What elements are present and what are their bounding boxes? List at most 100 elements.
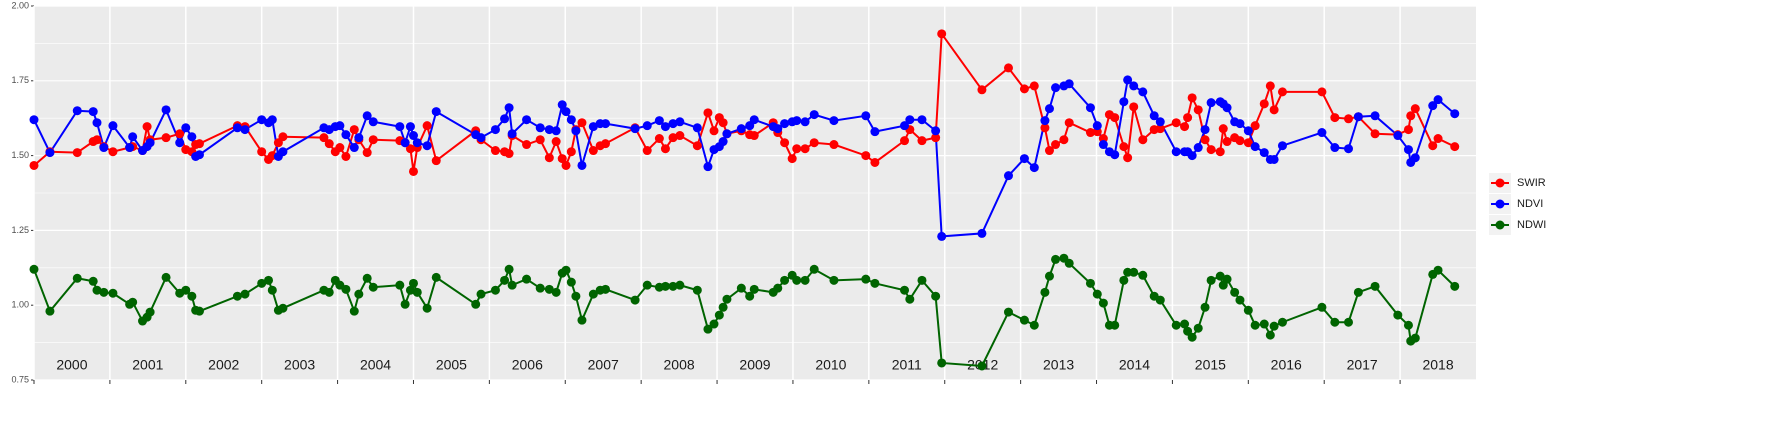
data-point <box>1183 113 1193 123</box>
data-point <box>660 281 670 291</box>
data-point <box>1119 275 1129 285</box>
data-point <box>654 134 664 144</box>
data-point <box>368 117 378 127</box>
data-point <box>1110 150 1120 160</box>
data-point <box>870 278 880 288</box>
data-point <box>1200 135 1210 145</box>
data-point <box>1187 93 1197 103</box>
data-point <box>72 148 82 158</box>
data-point <box>1277 87 1287 97</box>
data-point <box>937 29 947 39</box>
data-point <box>551 126 561 136</box>
data-point <box>45 148 55 158</box>
data-point <box>187 291 197 301</box>
y-tick-label: 0.75 <box>11 374 29 384</box>
data-point <box>1003 63 1013 73</box>
data-point <box>1410 333 1420 343</box>
data-point <box>642 146 652 156</box>
data-point <box>692 123 702 133</box>
data-point <box>749 284 759 294</box>
data-point <box>1250 121 1260 131</box>
data-point <box>408 166 418 176</box>
data-point <box>108 121 118 131</box>
data-point <box>368 282 378 292</box>
data-point <box>745 291 755 301</box>
data-point <box>1206 145 1216 155</box>
data-point <box>232 291 242 301</box>
data-point <box>1206 275 1216 285</box>
data-point <box>362 111 372 121</box>
data-point <box>175 129 185 139</box>
data-point <box>1250 320 1260 330</box>
data-point <box>1138 135 1148 145</box>
data-point <box>1149 111 1159 121</box>
data-point <box>718 137 728 147</box>
data-point <box>905 294 915 304</box>
data-point <box>161 272 171 282</box>
data-point <box>773 283 783 293</box>
data-point <box>1343 317 1353 327</box>
x-tick-label: 2015 <box>1195 357 1226 373</box>
data-point <box>577 315 587 325</box>
data-point <box>1171 320 1181 330</box>
data-point <box>522 140 532 150</box>
data-point <box>977 228 987 238</box>
data-point <box>422 121 432 131</box>
data-point <box>1330 317 1340 327</box>
y-tick-label: 1.75 <box>11 75 29 85</box>
data-point <box>341 284 351 294</box>
data-point <box>829 140 839 150</box>
x-tick-label: 2016 <box>1271 357 1302 373</box>
data-point <box>917 275 927 285</box>
data-point <box>1064 79 1074 89</box>
data-point <box>1155 295 1165 305</box>
data-point <box>1269 154 1279 164</box>
data-point <box>931 133 941 143</box>
data-point <box>1406 111 1416 121</box>
data-point <box>1029 163 1039 173</box>
data-point <box>349 306 359 316</box>
data-point <box>1230 287 1240 297</box>
data-point <box>1433 265 1443 275</box>
data-point <box>709 319 719 329</box>
data-point <box>1051 140 1061 150</box>
data-point <box>341 151 351 161</box>
data-point <box>1110 113 1120 123</box>
data-point <box>354 133 364 143</box>
data-point <box>99 143 109 153</box>
data-point <box>1129 102 1139 112</box>
data-point <box>1433 95 1443 105</box>
data-point <box>88 107 98 117</box>
data-point <box>1003 171 1013 181</box>
data-point <box>630 295 640 305</box>
legend-label: SWIR <box>1517 177 1546 189</box>
data-point <box>660 144 670 154</box>
data-point <box>1330 113 1340 123</box>
data-point <box>405 122 415 132</box>
data-point <box>551 287 561 297</box>
data-point <box>92 135 102 145</box>
data-point <box>1029 81 1039 91</box>
data-point <box>535 123 545 133</box>
data-point <box>642 280 652 290</box>
data-point <box>1393 131 1403 141</box>
data-point <box>504 264 514 274</box>
data-point <box>937 231 947 241</box>
data-point <box>1180 122 1190 132</box>
data-point <box>1353 287 1363 297</box>
data-point <box>1428 101 1438 111</box>
data-point <box>571 291 581 301</box>
data-point <box>422 141 432 151</box>
data-point <box>900 136 910 146</box>
data-point <box>931 291 941 301</box>
data-point <box>362 148 372 158</box>
data-point <box>1433 134 1443 144</box>
legend-point <box>1495 178 1505 188</box>
data-point <box>161 133 171 143</box>
data-point <box>504 149 514 159</box>
data-point <box>128 132 138 142</box>
data-point <box>870 127 880 137</box>
data-point <box>412 287 422 297</box>
data-point <box>1265 330 1275 340</box>
data-point <box>870 157 880 167</box>
